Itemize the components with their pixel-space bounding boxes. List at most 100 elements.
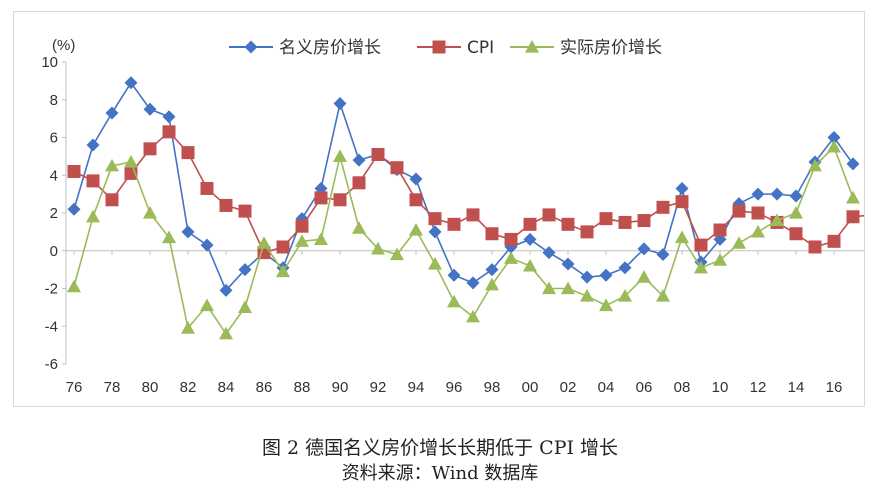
square-marker xyxy=(162,125,176,139)
diamond-marker xyxy=(789,189,803,203)
x-tick-label: 78 xyxy=(104,379,121,396)
square-marker xyxy=(181,146,195,160)
triangle-marker xyxy=(770,213,784,227)
triangle-marker xyxy=(580,289,594,302)
square-marker xyxy=(428,212,442,226)
diamond-marker xyxy=(846,157,860,171)
series-1 xyxy=(67,76,860,297)
diamond-marker xyxy=(181,225,195,239)
triangle-marker xyxy=(162,230,176,244)
diamond-marker xyxy=(447,268,461,282)
x-tick-label: 16 xyxy=(826,379,843,396)
diamond-marker xyxy=(827,131,841,144)
square-marker xyxy=(86,174,100,188)
triangle-marker xyxy=(219,326,233,340)
x-tick-label: 76 xyxy=(66,379,83,396)
x-tick-label: 92 xyxy=(370,379,387,396)
diamond-marker xyxy=(618,261,632,275)
triangle-marker xyxy=(732,236,746,249)
legend-label: CPI xyxy=(467,38,494,58)
y-tick-label: -2 xyxy=(45,281,58,298)
triangle-marker xyxy=(694,260,708,274)
y-unit-label: (%) xyxy=(52,37,75,54)
chart-frame: -6 -4 -2 0 2 4 6 8 10 (%) 76 78 80 82 84 86 88 90 92 94 96 98… xyxy=(13,11,865,407)
triangle-marker xyxy=(428,256,442,270)
triangle-marker xyxy=(637,270,651,283)
triangle-marker xyxy=(238,300,252,313)
square-marker xyxy=(580,225,594,239)
triangle-marker xyxy=(409,222,423,236)
y-tick-label: 6 xyxy=(50,130,58,147)
square-marker xyxy=(599,212,613,226)
diamond-marker xyxy=(124,76,138,90)
legend-label: 名义房价增长 xyxy=(279,38,381,58)
diamond-marker xyxy=(637,242,651,256)
square-marker xyxy=(808,240,822,254)
x-tick-label: 06 xyxy=(636,379,653,396)
square-marker xyxy=(789,227,803,241)
square-marker xyxy=(504,232,518,246)
y-tick-label: -6 xyxy=(45,356,58,373)
triangle-marker xyxy=(789,206,803,219)
legend: 名义房价增长 CPI 实际房价增长 xyxy=(229,38,662,58)
diamond-marker xyxy=(200,238,214,252)
square-marker xyxy=(352,176,366,190)
triangle-marker xyxy=(447,294,461,308)
triangle-marker xyxy=(808,158,822,172)
square-marker xyxy=(542,208,556,222)
diamond-marker xyxy=(523,232,537,246)
triangle-marker xyxy=(390,247,404,261)
triangle-marker xyxy=(656,289,670,302)
x-tick-label: 98 xyxy=(484,379,501,396)
triangle-marker xyxy=(713,253,727,266)
triangle-marker xyxy=(276,264,290,278)
square-marker xyxy=(827,234,841,248)
legend-square-marker xyxy=(432,40,446,54)
square-marker xyxy=(523,217,537,231)
triangle-marker xyxy=(561,281,575,295)
diamond-marker xyxy=(67,202,81,216)
triangle-marker xyxy=(504,251,518,264)
triangle-marker xyxy=(846,190,860,204)
diamond-marker xyxy=(238,263,252,277)
triangle-marker xyxy=(295,234,309,247)
diamond-marker xyxy=(542,246,556,260)
legend-entry: CPI xyxy=(417,38,494,58)
diamond-marker xyxy=(466,276,480,290)
triangle-marker xyxy=(181,321,195,334)
square-marker xyxy=(390,161,404,175)
triangle-marker xyxy=(675,230,689,244)
square-marker xyxy=(656,200,670,214)
diamond-marker xyxy=(580,270,594,284)
diamond-marker xyxy=(352,153,366,167)
diamond-marker xyxy=(162,110,176,124)
legend-triangle-marker xyxy=(525,40,539,53)
diamond-marker xyxy=(485,263,499,277)
x-tick-label: 12 xyxy=(750,379,767,396)
y-tick-label: -4 xyxy=(45,318,58,335)
triangle-marker xyxy=(371,241,385,255)
x-tick-label: 80 xyxy=(142,379,159,396)
x-tick-label: 88 xyxy=(294,379,311,396)
square-marker xyxy=(846,210,860,224)
diamond-marker xyxy=(333,97,347,111)
x-tick-label: 14 xyxy=(788,379,805,396)
diamond-marker xyxy=(409,172,423,186)
series-lines xyxy=(67,76,864,340)
x-tick-label: 04 xyxy=(598,379,615,396)
triangle-marker xyxy=(542,281,556,295)
square-marker xyxy=(314,191,328,205)
triangle-marker xyxy=(67,279,81,293)
triangle-marker xyxy=(333,149,347,162)
square-marker xyxy=(637,214,651,228)
triangle-marker xyxy=(466,309,480,323)
square-marker xyxy=(694,238,708,252)
diamond-marker xyxy=(770,187,784,201)
square-marker xyxy=(732,204,746,218)
x-tick-label: 08 xyxy=(674,379,691,396)
triangle-marker xyxy=(86,209,100,223)
series-line xyxy=(73,145,854,336)
x-tick-label: 84 xyxy=(218,379,235,396)
